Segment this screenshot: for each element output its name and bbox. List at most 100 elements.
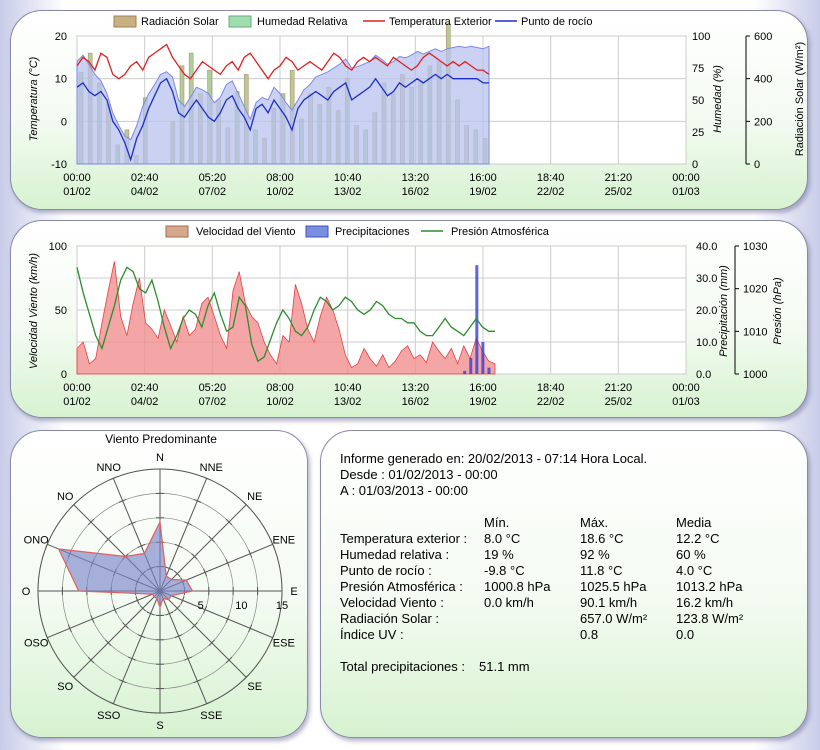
x-tick-time: 05:20 <box>199 172 227 184</box>
y-right2-tick: 0 <box>754 159 760 171</box>
x-tick-date: 22/02 <box>537 186 565 198</box>
y-left-tick: 10 <box>55 74 67 86</box>
header-avg: Media <box>676 515 712 530</box>
rose-tick <box>225 615 230 623</box>
rose-tick <box>248 624 253 633</box>
rose-tick <box>165 566 174 571</box>
y-right1-tick: 40.0 <box>696 241 717 253</box>
report-max: 90.1 km/h <box>580 595 638 610</box>
rose-tick <box>248 549 253 558</box>
x-tick-date: 13/02 <box>334 186 362 198</box>
report-table: Mín. Máx. Media Total precipitaciones : … <box>340 515 800 715</box>
rose-tick <box>109 701 118 706</box>
temperature-panel: 20 10 0 -10 100 75 50 25 0 600 400 200 0 00:00 01/02 02… <box>10 10 808 210</box>
rose-labels: N NNE NE ENE E ESE SE SSE S SSO SO OSO O ONO NO NNO 5 10 1… <box>22 452 298 732</box>
legend-solar-label: Radiación Solar <box>141 16 219 28</box>
rose-spoke <box>73 590 161 678</box>
rose-tick <box>105 639 112 646</box>
report-avg: 123.8 W/m² <box>676 611 744 626</box>
y-right1-tick: 100 <box>692 31 710 43</box>
pressure-line <box>76 266 495 363</box>
report-min: 8.0 °C <box>484 531 521 546</box>
report-max: 11.8 °C <box>580 563 623 578</box>
rose-tick <box>105 536 112 543</box>
report-label: Velocidad Viento : <box>340 595 444 610</box>
rose-tick <box>139 605 146 612</box>
rose-tick <box>243 674 250 681</box>
x-tick-time: 18:40 <box>537 382 565 394</box>
report-label: Punto de rocío : <box>340 563 432 578</box>
report-from: Desde : 01/02/2013 - 00:00 <box>340 467 498 482</box>
y-right2-title: Radiación Solar (W/m²) <box>794 42 806 156</box>
temperature-line <box>76 43 490 80</box>
rose-tick <box>193 498 202 503</box>
y-right2-tick: 1030 <box>743 241 767 253</box>
rose-tick <box>165 611 174 616</box>
rose-tick <box>87 518 95 526</box>
rose-tick <box>184 656 192 661</box>
y-left-tick: 0 <box>61 116 67 128</box>
legend-swatch-humidity <box>228 15 252 28</box>
x-tick-time: 16:00 <box>469 172 497 184</box>
x-tick-date: 25/02 <box>605 186 633 198</box>
x-tick-date: 07/02 <box>199 186 227 198</box>
rose-tick <box>270 633 275 642</box>
rose-tick <box>203 605 208 614</box>
precipitation-bar <box>469 358 473 374</box>
x-tick-time: 00:00 <box>672 382 700 394</box>
rose-direction-label: N <box>156 452 164 464</box>
rose-direction-label: S <box>156 720 163 732</box>
rose-direction-label: SO <box>57 681 73 693</box>
header-min: Mín. <box>484 515 510 530</box>
report-label: Presión Atmosférica : <box>340 579 463 594</box>
legend-dew-label: Punto de rocío <box>521 16 593 28</box>
rose-title: Viento Predominante <box>105 432 217 446</box>
wind-chart: 100 50 0 40.0 30.0 20.0 10.0 0.0 1030 1020 1010 100… <box>28 225 784 408</box>
y-right2-tick: 1000 <box>743 369 767 381</box>
y-left-tick: -10 <box>51 159 67 171</box>
x-tick-time: 21:20 <box>605 172 633 184</box>
rose-spoke <box>47 590 161 639</box>
wind-panel: 100 50 0 40.0 30.0 20.0 10.0 0.0 1030 1020 1010 100… <box>10 220 808 418</box>
rose-direction-label: ONO <box>24 535 50 547</box>
y-left-title: Temperatura (°C) <box>28 56 40 141</box>
rose-tick <box>45 633 50 642</box>
y-right1-tick: 0.0 <box>696 369 711 381</box>
legend-pressure-label: Presión Atmosférica <box>451 226 550 238</box>
rose-tick <box>193 679 202 684</box>
x-tick-time: 10:40 <box>334 382 362 394</box>
rose-tick <box>174 605 181 612</box>
report-text: Informe generado en: 20/02/2013 - 07:14 … <box>340 451 800 721</box>
x-tick-date: 01/03 <box>672 186 700 198</box>
rose-direction-label: NNE <box>200 462 223 474</box>
x-tick-time: 08:00 <box>266 172 294 184</box>
x-tick-date: 16/02 <box>402 186 430 198</box>
y-right1-tick: 50 <box>692 95 704 107</box>
legend-swatch-precip <box>305 225 329 238</box>
y-right2-tick: 600 <box>754 31 772 43</box>
header-max: Máx. <box>580 515 609 530</box>
rose-tick <box>112 605 117 614</box>
rose-tick <box>70 674 77 681</box>
rose-tick <box>174 634 183 639</box>
report-max: 1025.5 hPa <box>580 579 647 594</box>
rose-spoke <box>159 504 247 592</box>
x-tick-date: 13/02 <box>334 396 362 408</box>
total-precip-value: 51.1 mm <box>479 659 530 674</box>
rose-tick <box>45 540 50 549</box>
x-tick-date: 04/02 <box>131 186 159 198</box>
y-right2-tick: 1020 <box>743 284 767 296</box>
legend-swatch-wind <box>165 225 189 238</box>
rose-tick <box>128 656 136 661</box>
x-tick-date: 01/02 <box>63 186 91 198</box>
rose-tick <box>191 622 198 629</box>
precipitation-bar <box>487 367 491 374</box>
rose-tick <box>180 596 185 605</box>
x-tick-date: 10/02 <box>266 186 294 198</box>
rose-tick <box>174 543 183 548</box>
dew-point-line <box>76 73 489 162</box>
x-tick-time: 02:40 <box>131 382 159 394</box>
report-max: 18.6 °C <box>580 531 624 546</box>
report-label: Temperatura exterior : <box>340 531 468 546</box>
y-left-tick: 20 <box>55 31 67 43</box>
